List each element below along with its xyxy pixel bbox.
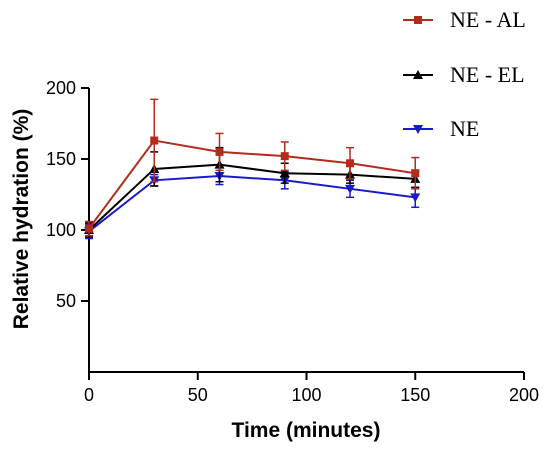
y-tick-label: 150 [46, 149, 76, 169]
y-tick-label: 50 [56, 291, 76, 311]
legend-item: NE [403, 116, 479, 141]
x-axis-title: Time (minutes) [232, 419, 381, 442]
y-tick-label: 200 [46, 78, 76, 98]
data-point [345, 184, 355, 194]
series-0 [85, 98, 420, 237]
data-point [150, 136, 159, 145]
data-point [280, 152, 289, 161]
y-tick-label: 100 [46, 220, 76, 240]
legend-label: NE - AL [450, 7, 526, 32]
x-tick-label: 150 [400, 385, 430, 405]
data-point [410, 193, 421, 203]
legend-label: NE - EL [450, 62, 525, 87]
data-point [346, 159, 354, 168]
series-group [84, 98, 421, 240]
series-2 [84, 166, 421, 240]
x-tick-label: 200 [509, 385, 539, 405]
legend-marker [413, 70, 423, 79]
data-point [279, 168, 290, 178]
legend-marker [414, 16, 422, 24]
legend-item: NE - EL [403, 62, 525, 87]
x-tick-label: 50 [188, 385, 208, 405]
x-tick-label: 100 [291, 385, 321, 405]
series-line [88, 139, 416, 230]
legend-marker [413, 125, 423, 134]
x-ticks: 0 50 100 150 200 [84, 372, 539, 405]
x-tick-label: 0 [84, 385, 94, 405]
series-line [88, 163, 416, 231]
data-point [411, 169, 420, 178]
legend-item: NE - AL [403, 7, 526, 32]
data-point [85, 224, 93, 233]
y-axis-title: Relative hydration (%) [10, 109, 33, 330]
legend-label: NE [450, 116, 479, 141]
legend: NE - AL NE - EL NE [403, 7, 526, 141]
y-ticks: 50 100 150 200 [46, 78, 89, 311]
series-line [88, 175, 416, 233]
data-point [215, 147, 224, 156]
plot-area: 50 100 150 200 0 50 100 150 200 [46, 78, 539, 405]
